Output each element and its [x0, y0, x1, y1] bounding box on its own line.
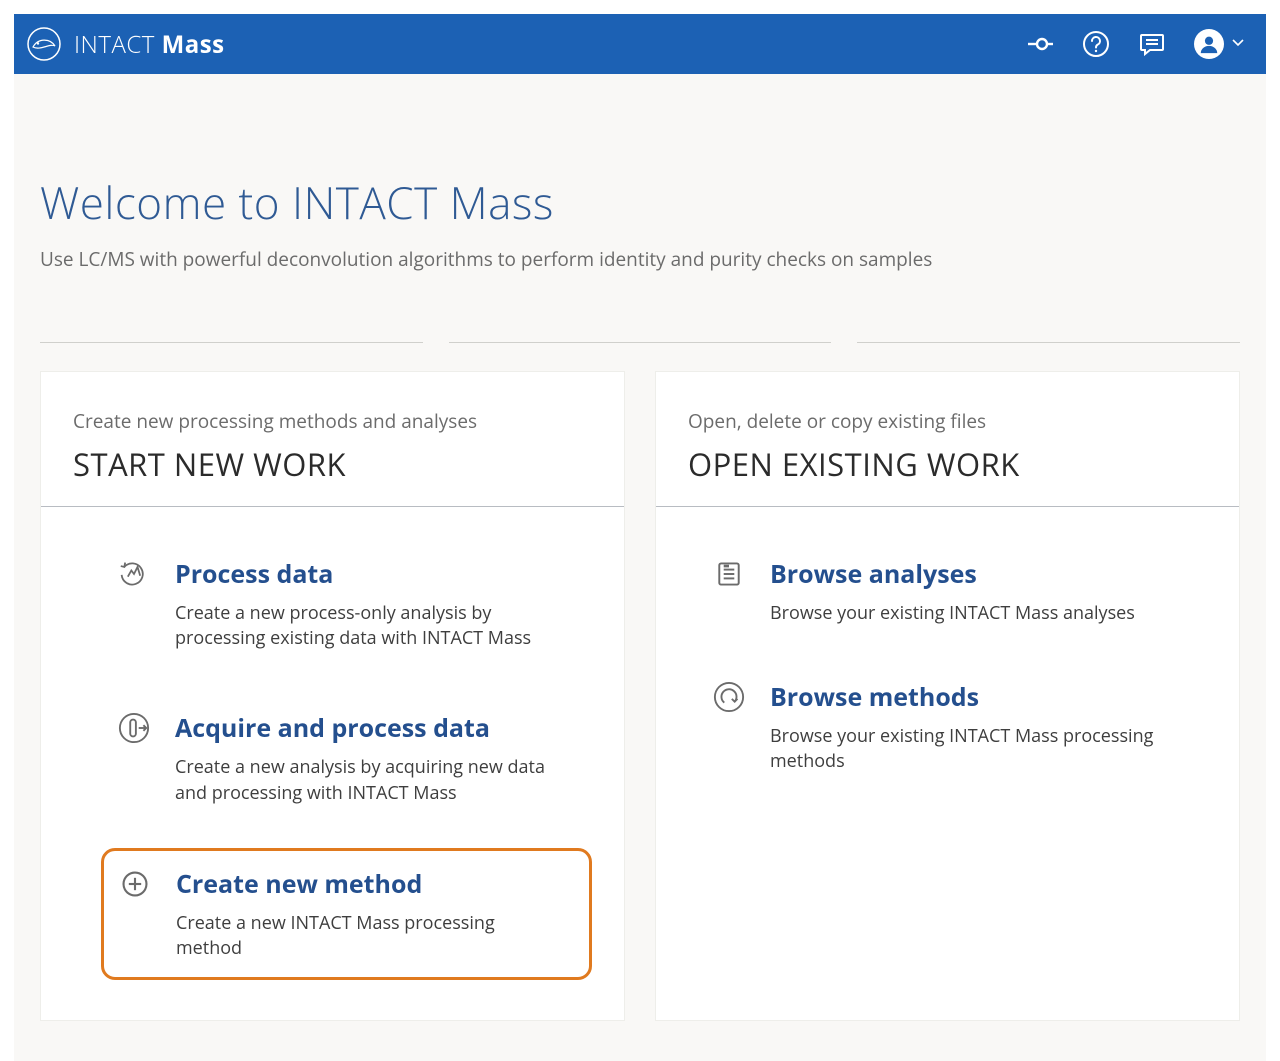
option-acquire-process[interactable]: Acquire and process data Create a new an…	[101, 693, 592, 823]
card-title: OPEN EXISTING WORK	[688, 444, 1207, 486]
brand: INTACT Mass	[26, 26, 225, 62]
option-desc: Create a new analysis by acquiring new d…	[175, 755, 556, 805]
open-existing-work-card: Open, delete or copy existing files OPEN…	[655, 371, 1240, 1021]
brand-prefix: INTACT	[74, 28, 162, 61]
option-desc: Create a new process-only analysis by pr…	[175, 601, 556, 651]
brand-logo-icon	[26, 26, 62, 62]
app-header: INTACT Mass	[14, 14, 1266, 74]
plus-circle-icon	[118, 867, 152, 901]
option-title: Browse analyses	[770, 557, 1171, 591]
list-doc-icon	[712, 557, 746, 591]
option-create-new-method[interactable]: Create new method Create a new INTACT Ma…	[101, 848, 592, 980]
option-title: Browse methods	[770, 680, 1171, 714]
page-body: Welcome to INTACT Mass Use LC/MS with po…	[14, 74, 1266, 1021]
start-options: Process data Create a new process-only a…	[73, 507, 592, 980]
chevron-down-icon	[1230, 33, 1246, 55]
start-new-work-card: Create new processing methods and analys…	[40, 371, 625, 1021]
card-title: START NEW WORK	[73, 444, 592, 486]
option-browse-analyses[interactable]: Browse analyses Browse your existing INT…	[696, 539, 1207, 644]
tab-underline	[857, 342, 1240, 343]
option-desc: Browse your existing INTACT Mass analyse…	[770, 601, 1171, 626]
user-menu[interactable]	[1194, 29, 1246, 59]
option-desc: Browse your existing INTACT Mass process…	[770, 724, 1171, 774]
connect-icon[interactable]	[1026, 30, 1054, 58]
cards-row: Create new processing methods and analys…	[40, 371, 1240, 1021]
acquire-icon	[117, 711, 151, 745]
open-options: Browse analyses Browse your existing INT…	[688, 507, 1207, 793]
help-icon[interactable]	[1082, 30, 1110, 58]
process-icon	[117, 557, 151, 591]
option-process-data[interactable]: Process data Create a new process-only a…	[101, 539, 592, 669]
tab-underline	[40, 342, 423, 343]
refresh-icon	[712, 680, 746, 714]
tabs-separator-row	[40, 342, 1240, 343]
header-actions	[1026, 29, 1246, 59]
card-supertitle: Open, delete or copy existing files	[688, 408, 1207, 434]
option-title: Create new method	[176, 867, 555, 901]
option-title: Acquire and process data	[175, 711, 556, 745]
card-supertitle: Create new processing methods and analys…	[73, 408, 592, 434]
option-desc: Create a new INTACT Mass processing meth…	[176, 911, 555, 961]
brand-text: INTACT Mass	[74, 28, 225, 61]
option-browse-methods[interactable]: Browse methods Browse your existing INTA…	[696, 662, 1207, 792]
option-title: Process data	[175, 557, 556, 591]
tab-underline	[449, 342, 832, 343]
brand-bold: Mass	[162, 28, 225, 61]
user-avatar-icon	[1194, 29, 1224, 59]
chat-icon[interactable]	[1138, 30, 1166, 58]
page-subtitle: Use LC/MS with powerful deconvolution al…	[40, 246, 1240, 272]
page-title: Welcome to INTACT Mass	[40, 172, 1240, 232]
